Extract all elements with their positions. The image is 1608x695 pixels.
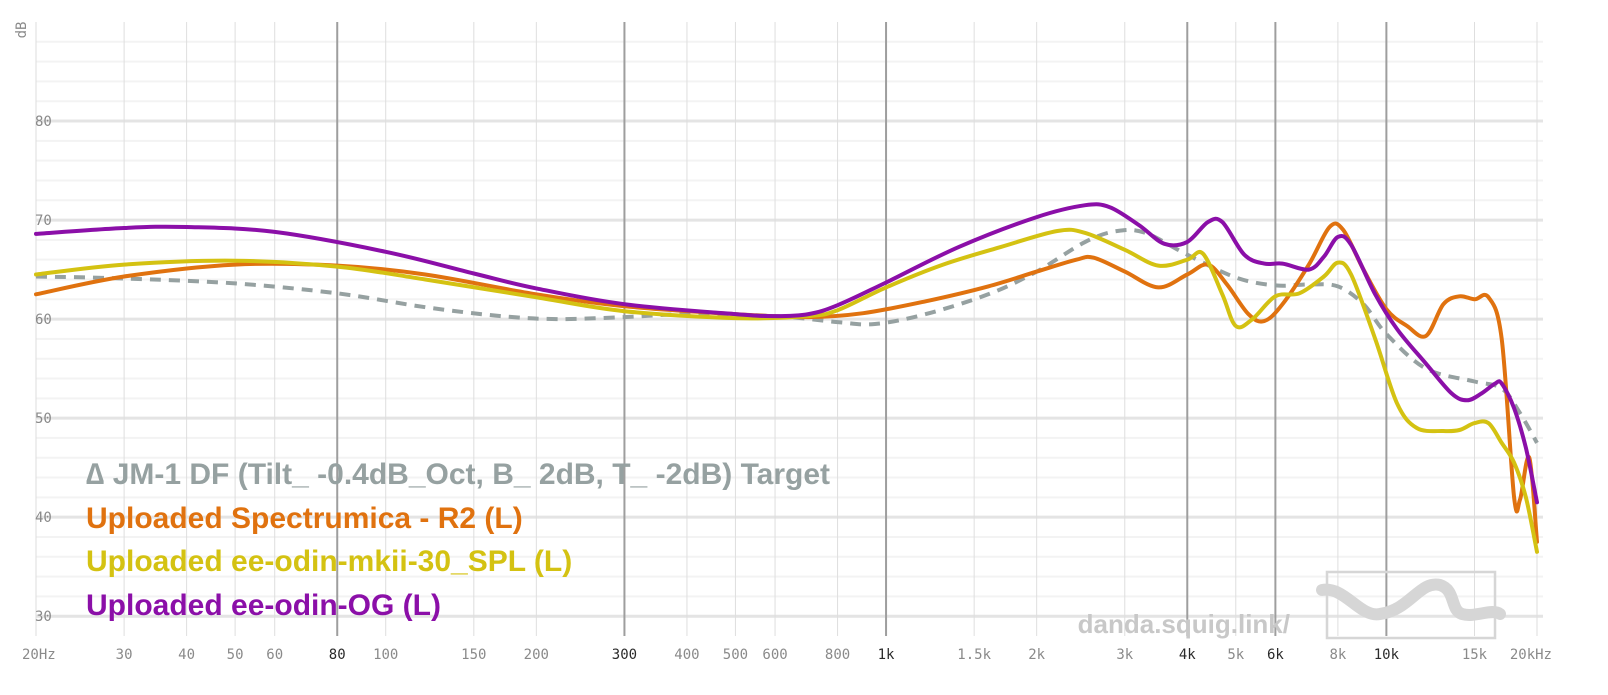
odin-og-curve — [34, 202, 1539, 505]
x-tick-label: 15k — [1462, 647, 1488, 663]
x-tick-label: 60 — [266, 647, 283, 663]
legend-entry-odin-mkii: Uploaded ee-odin-mkii-30_SPL (L) — [86, 545, 572, 578]
x-tick-label: 2k — [1028, 647, 1045, 663]
x-tick-label: 10k — [1374, 647, 1400, 663]
x-tick-label: 80 — [329, 647, 346, 663]
spectrumica-r2-curve — [34, 221, 1539, 544]
y-tick-label: 50 — [35, 411, 52, 427]
x-tick-label: 1.5k — [957, 647, 991, 663]
grid — [35, 22, 1543, 636]
odin-mkii-curve — [34, 227, 1539, 554]
legend-entry-odin-og: Uploaded ee-odin-OG (L) — [86, 589, 441, 622]
legend-entry-spectrumica-r2: Uploaded Spectrumica - R2 (L) — [86, 502, 523, 535]
y-tick-label: 70 — [35, 213, 52, 229]
x-tick-label: 800 — [825, 647, 850, 663]
squig-logo — [1316, 570, 1506, 640]
y-axis-label: dB — [14, 22, 30, 39]
x-tick-label: 1k — [878, 647, 895, 663]
watermark: danda.squig.link/ — [1078, 570, 1506, 640]
y-tick-label: 60 — [35, 312, 52, 328]
x-tick-labels: 20Hz 30 40 50 60 80 100 150 200 300 400 500 600 800 1k… — [22, 647, 1552, 663]
x-tick-label: 600 — [762, 647, 787, 663]
x-tick-label: 3k — [1116, 647, 1133, 663]
x-tick-label: 100 — [373, 647, 398, 663]
x-tick-label: 400 — [674, 647, 699, 663]
x-tick-label: 8k — [1329, 647, 1346, 663]
x-tick-label: 30 — [116, 647, 133, 663]
watermark-text: danda.squig.link/ — [1078, 609, 1290, 639]
y-tick-label: 30 — [35, 609, 52, 625]
series-lines — [34, 202, 1539, 554]
x-tick-label: 200 — [524, 647, 549, 663]
legend-entry-target: ∆ JM-1 DF (Tilt_ -0.4dB_Oct, B_ 2dB, T_ … — [86, 458, 830, 491]
x-tick-label: 4k — [1179, 647, 1196, 663]
y-tick-labels: 30 40 50 60 70 80 — [35, 114, 52, 625]
x-tick-label: 40 — [178, 647, 195, 663]
x-tick-label: 20kHz — [1510, 647, 1552, 663]
x-tick-label: 6k — [1267, 647, 1284, 663]
y-tick-label: 80 — [35, 114, 52, 130]
x-tick-label: 20Hz — [22, 647, 56, 663]
x-tick-label: 50 — [227, 647, 244, 663]
x-tick-label: 500 — [723, 647, 748, 663]
x-tick-label: 5k — [1227, 647, 1244, 663]
x-tick-label: 150 — [461, 647, 486, 663]
legend: ∆ JM-1 DF (Tilt_ -0.4dB_Oct, B_ 2dB, T_ … — [86, 458, 830, 622]
x-tick-label: 300 — [612, 647, 637, 663]
y-tick-label: 40 — [35, 510, 52, 526]
